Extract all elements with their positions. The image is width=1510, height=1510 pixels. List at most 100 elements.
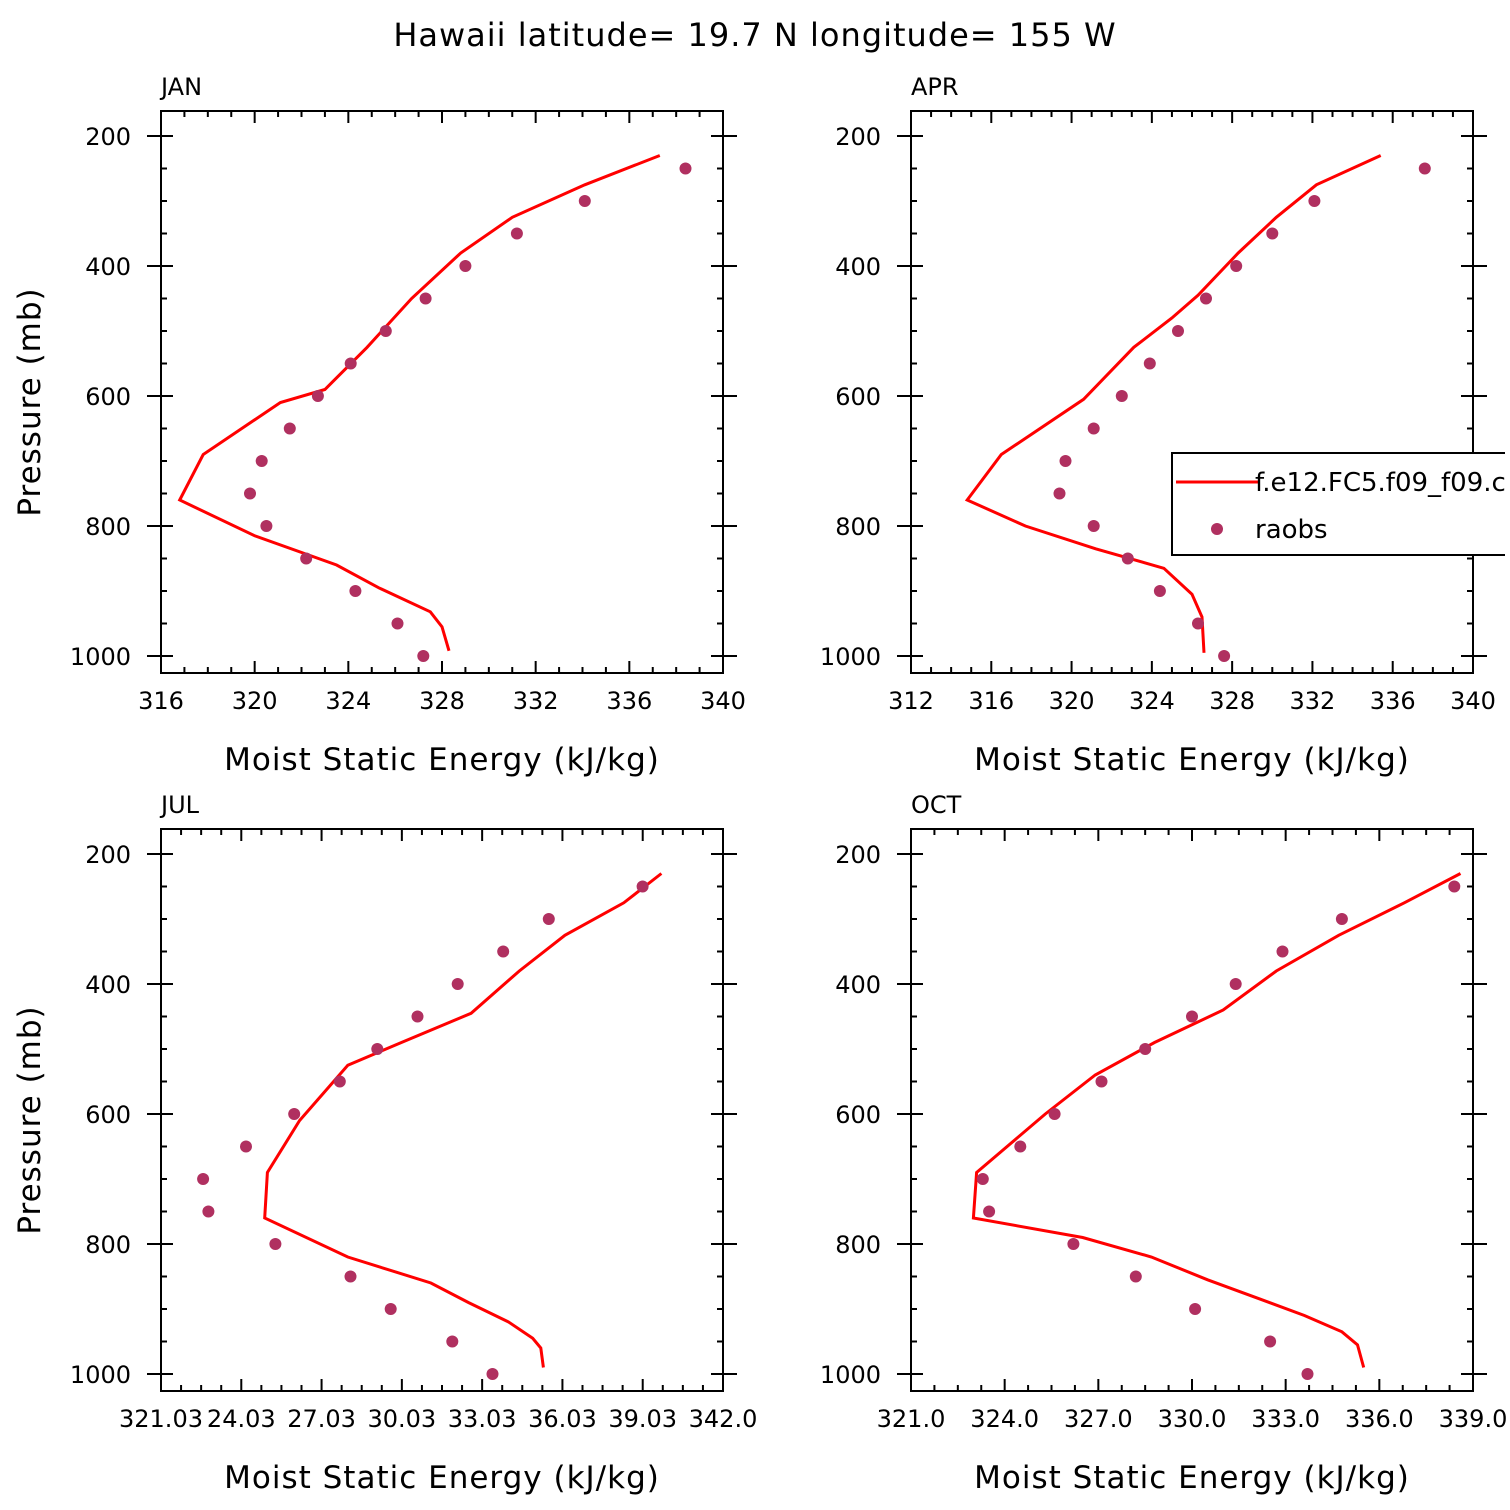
x-tick-label: 328	[1209, 687, 1255, 715]
obs-point	[1266, 227, 1279, 240]
obs-point	[1095, 1075, 1108, 1088]
obs-point	[197, 1173, 210, 1185]
x-tick-label: 320	[1049, 687, 1095, 715]
plot-frame	[160, 110, 724, 674]
obs-point	[300, 552, 313, 565]
obs-point	[391, 617, 404, 630]
obs-point	[344, 357, 357, 370]
obs-point	[379, 325, 392, 337]
y-axis-title: Pressure (mb)	[12, 287, 48, 516]
obs-point	[419, 292, 432, 305]
panel-label: APR	[911, 73, 959, 101]
obs-point	[371, 1043, 384, 1055]
obs-point	[311, 390, 324, 402]
obs-point	[1301, 1368, 1314, 1380]
obs-point	[1335, 913, 1348, 925]
x-tick-label: 342.0	[689, 1405, 758, 1433]
obs-point	[976, 1173, 989, 1185]
model-line	[177, 154, 661, 652]
x-tick-label: 332	[513, 687, 559, 715]
figure-title: Hawaii latitude= 19.7 N longitude= 155 W	[393, 16, 1116, 54]
x-tick-label: 336	[606, 687, 652, 715]
plot-frame	[910, 110, 1474, 674]
obs-point	[344, 1270, 357, 1283]
obs-point	[1229, 978, 1242, 990]
y-tick-label: 200	[835, 123, 881, 151]
y-tick-label: 1000	[70, 1361, 131, 1389]
obs-point	[510, 227, 523, 240]
x-tick-label: 328	[419, 687, 465, 715]
obs-point	[542, 913, 555, 925]
obs-point	[1139, 1043, 1152, 1055]
y-tick-label: 800	[85, 1231, 131, 1259]
x-tick-label: 312	[888, 687, 934, 715]
panel-label: JUL	[159, 791, 200, 819]
legend-model-label: f.e12.FC5.f09_f09.clm4-2	[1255, 468, 1510, 498]
obs-point	[240, 1140, 252, 1153]
y-tick-label: 200	[85, 123, 131, 151]
model-line	[971, 872, 1462, 1368]
plot-area	[197, 872, 663, 1380]
y-tick-label: 800	[835, 1231, 881, 1259]
y-tick-label: 400	[85, 971, 131, 999]
plot-area	[971, 872, 1462, 1380]
obs-point	[1143, 357, 1156, 370]
legend-obs-label: raobs	[1255, 515, 1328, 545]
x-tick-label: 324	[1129, 687, 1175, 715]
x-tick-label: 316	[968, 687, 1014, 715]
x-tick-label: 27.03	[287, 1405, 356, 1433]
x-axis-title: Moist Static Energy (kJ/kg)	[224, 742, 660, 778]
panel-label: OCT	[911, 791, 962, 819]
x-tick-label: 30.03	[367, 1405, 436, 1433]
x-tick-label: 324	[325, 687, 371, 715]
y-tick-label: 600	[85, 383, 131, 411]
obs-point	[411, 1010, 424, 1023]
plot-area	[177, 154, 692, 662]
x-tick-label: 33.03	[448, 1405, 517, 1433]
x-tick-label: 324.0	[970, 1405, 1039, 1433]
obs-point	[1087, 422, 1100, 435]
obs-point	[1087, 520, 1100, 532]
y-tick-label: 1000	[820, 1361, 881, 1389]
obs-point	[451, 978, 464, 990]
panel-oct: OCT 321.0 324.0 327.0 330.0 333.0 336.0 339.0 20…	[820, 791, 1507, 1496]
obs-point	[1418, 162, 1431, 175]
x-tick-label: 340	[700, 687, 746, 715]
obs-point	[1230, 260, 1243, 272]
y-tick-label: 400	[835, 253, 881, 281]
obs-point	[1264, 1335, 1277, 1348]
obs-point	[1014, 1140, 1027, 1153]
y-tick-label: 600	[835, 1101, 881, 1129]
x-tick-label: 327.0	[1064, 1405, 1133, 1433]
obs-point	[636, 880, 649, 893]
y-tick-label: 200	[85, 841, 131, 869]
obs-point	[1053, 487, 1066, 500]
y-tick-label: 400	[835, 971, 881, 999]
obs-point	[269, 1238, 282, 1250]
obs-point	[1200, 292, 1212, 305]
y-tick-label: 800	[85, 513, 131, 541]
x-axis-title: Moist Static Energy (kJ/kg)	[974, 742, 1410, 778]
x-tick-label: 340	[1450, 687, 1496, 715]
y-tick-label: 1000	[820, 643, 881, 671]
obs-point	[497, 945, 510, 958]
y-tick-label: 400	[85, 253, 131, 281]
obs-point	[486, 1368, 499, 1380]
obs-point	[983, 1205, 996, 1218]
obs-point	[417, 650, 430, 662]
x-tick-label: 24.03	[207, 1405, 276, 1433]
x-tick-label: 321.03	[119, 1405, 203, 1433]
panel-jul: JUL 321.03 24.03 27.03 30.03 33.03 36.03 39.03 3…	[12, 791, 757, 1496]
obs-point	[1172, 325, 1184, 337]
obs-point	[260, 520, 273, 532]
x-tick-label: 330.0	[1158, 1405, 1227, 1433]
obs-point	[384, 1303, 397, 1315]
x-tick-label: 333.0	[1251, 1405, 1320, 1433]
x-tick-label: 321.0	[877, 1405, 946, 1433]
x-tick-label: 336	[1370, 687, 1416, 715]
obs-point	[1218, 650, 1231, 662]
x-tick-label: 320	[232, 687, 278, 715]
panel-jan: JAN 316 320 324 328 332 336 340 200 400 600 800 1000…	[12, 73, 746, 778]
obs-point	[1276, 945, 1289, 958]
